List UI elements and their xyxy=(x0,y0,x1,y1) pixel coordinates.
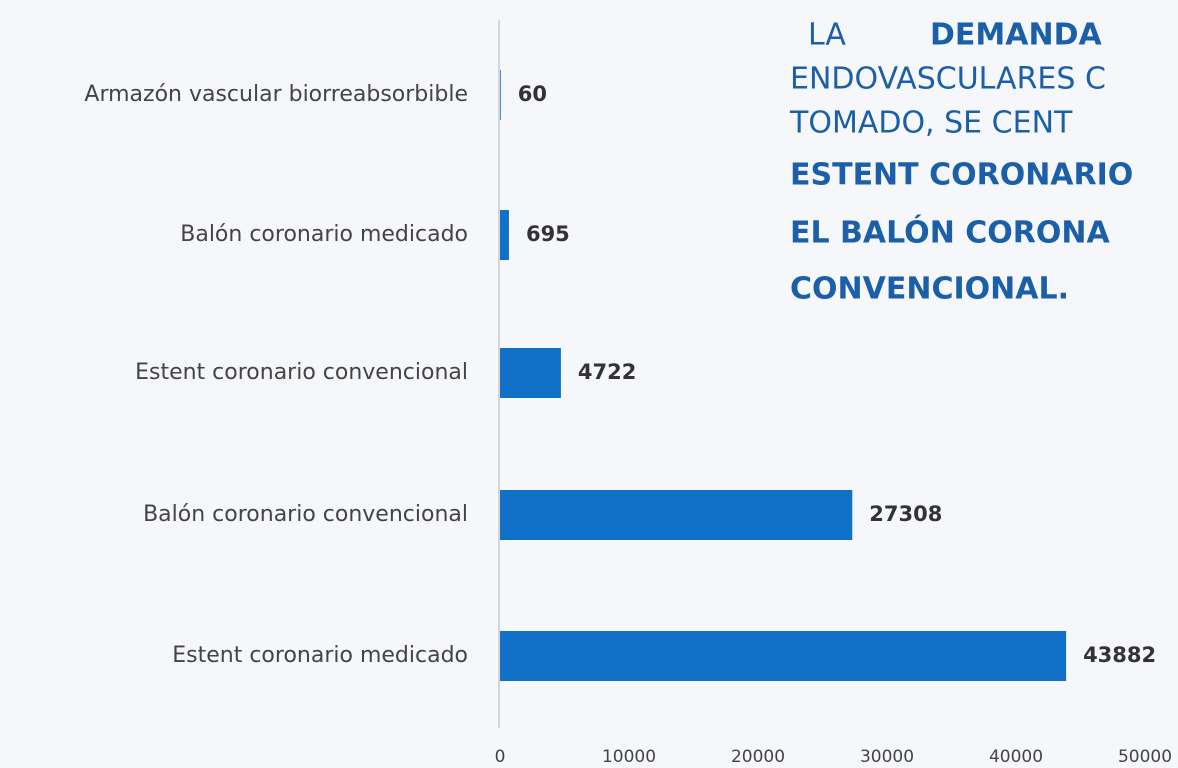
value-label: 695 xyxy=(526,222,570,246)
y-tick-label: Estent coronario medicado xyxy=(172,643,468,668)
bar xyxy=(500,490,853,540)
annotation-text: LA xyxy=(808,18,846,53)
value-label: 27308 xyxy=(869,502,942,526)
annotation-text: DEMANDA xyxy=(930,18,1102,53)
annotation-text: EL BALÓN CORONA xyxy=(790,214,1110,251)
bar xyxy=(500,210,509,260)
x-tick-label: 40000 xyxy=(989,747,1043,767)
y-tick-label: Balón coronario medicado xyxy=(180,222,468,247)
y-tick-label: Balón coronario convencional xyxy=(143,502,468,527)
x-tick-label: 0 xyxy=(495,747,506,767)
y-tick-label: Armazón vascular biorreabsorbible xyxy=(84,82,468,107)
annotation-text: ENDOVASCULARES C xyxy=(790,62,1106,97)
x-tick-label: 20000 xyxy=(731,747,785,767)
value-label: 60 xyxy=(518,82,547,106)
bar xyxy=(500,70,501,120)
annotation-text: TOMADO, SE CENT xyxy=(789,106,1073,141)
annotation-text: ESTENT CORONARIO xyxy=(790,158,1133,193)
bar xyxy=(500,348,561,398)
annotation-text: CONVENCIONAL. xyxy=(790,272,1069,307)
value-label: 43882 xyxy=(1083,643,1156,667)
x-tick-label: 10000 xyxy=(602,747,656,767)
x-tick-label: 30000 xyxy=(860,747,914,767)
y-tick-label: Estent coronario convencional xyxy=(135,360,468,385)
x-tick-label: 50000 xyxy=(1118,747,1172,767)
value-label: 4722 xyxy=(578,360,636,384)
bar xyxy=(500,631,1067,681)
